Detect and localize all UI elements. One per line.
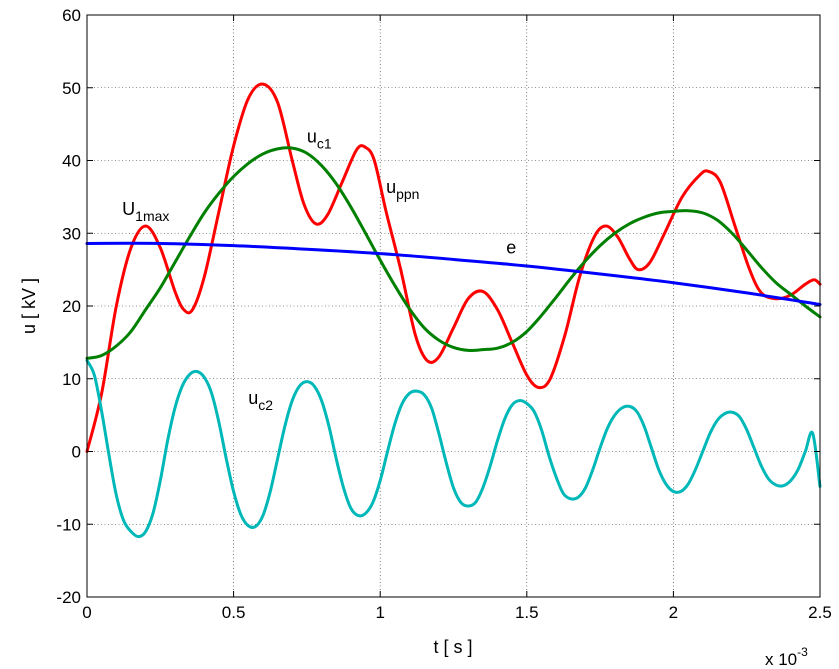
y-tick-label: 40 <box>62 152 81 171</box>
series-layer <box>85 82 822 539</box>
curve-label-subscript: ppn <box>396 186 419 202</box>
x-axis-label: t [ s ] <box>433 637 472 657</box>
series-line-4 <box>85 359 822 539</box>
y-tick-label: 10 <box>62 370 81 389</box>
y-tick-label: 60 <box>62 6 81 25</box>
curve-label: uc2 <box>248 388 273 413</box>
series-line-3 <box>85 241 822 307</box>
curve-label-subscript: c2 <box>258 397 273 413</box>
x-exponent-label: x 10-3 <box>765 645 808 669</box>
curve-label-base: U <box>122 199 135 219</box>
curve-label-base: u <box>386 177 396 197</box>
curve-label-subscript: c1 <box>317 135 332 151</box>
curve-label: e <box>506 238 516 258</box>
x-exponent-base: x 10 <box>765 650 797 669</box>
curve-label-base: u <box>307 126 317 146</box>
axis-ticks <box>86 14 821 598</box>
y-tick-labels: -20 -10 0 10 20 30 40 50 60 <box>56 6 81 607</box>
curve-label: U1max <box>122 199 169 224</box>
x-exponent-power: -3 <box>797 645 808 659</box>
x-tick-label: 2 <box>669 603 678 622</box>
x-tick-label: 0 <box>82 603 91 622</box>
y-tick-label: -20 <box>56 588 81 607</box>
plot-area <box>87 15 820 597</box>
x-tick-label: 1.5 <box>515 603 539 622</box>
curve-label-base: e <box>506 238 516 258</box>
y-tick-label: 50 <box>62 79 81 98</box>
series-line-1 <box>85 82 822 453</box>
x-tick-label: 1 <box>375 603 384 622</box>
y-axis-label: u [ kV ] <box>19 278 39 334</box>
y-tick-label: 30 <box>62 224 81 243</box>
x-tick-label: 0.5 <box>222 603 246 622</box>
x-tick-labels: 0 0.5 1 1.5 2 2.5 <box>82 603 832 622</box>
y-tick-label: 0 <box>72 443 81 462</box>
curve-label: uc1 <box>307 126 332 151</box>
x-tick-label: 2.5 <box>808 603 832 622</box>
series-line-2 <box>85 146 822 360</box>
y-tick-label: 20 <box>62 297 81 316</box>
grid-lines <box>87 15 820 597</box>
curve-label-base: u <box>248 388 258 408</box>
curve-label: uppn <box>386 177 419 202</box>
y-tick-label: -10 <box>56 515 81 534</box>
curve-label-subscript: 1max <box>135 208 169 224</box>
